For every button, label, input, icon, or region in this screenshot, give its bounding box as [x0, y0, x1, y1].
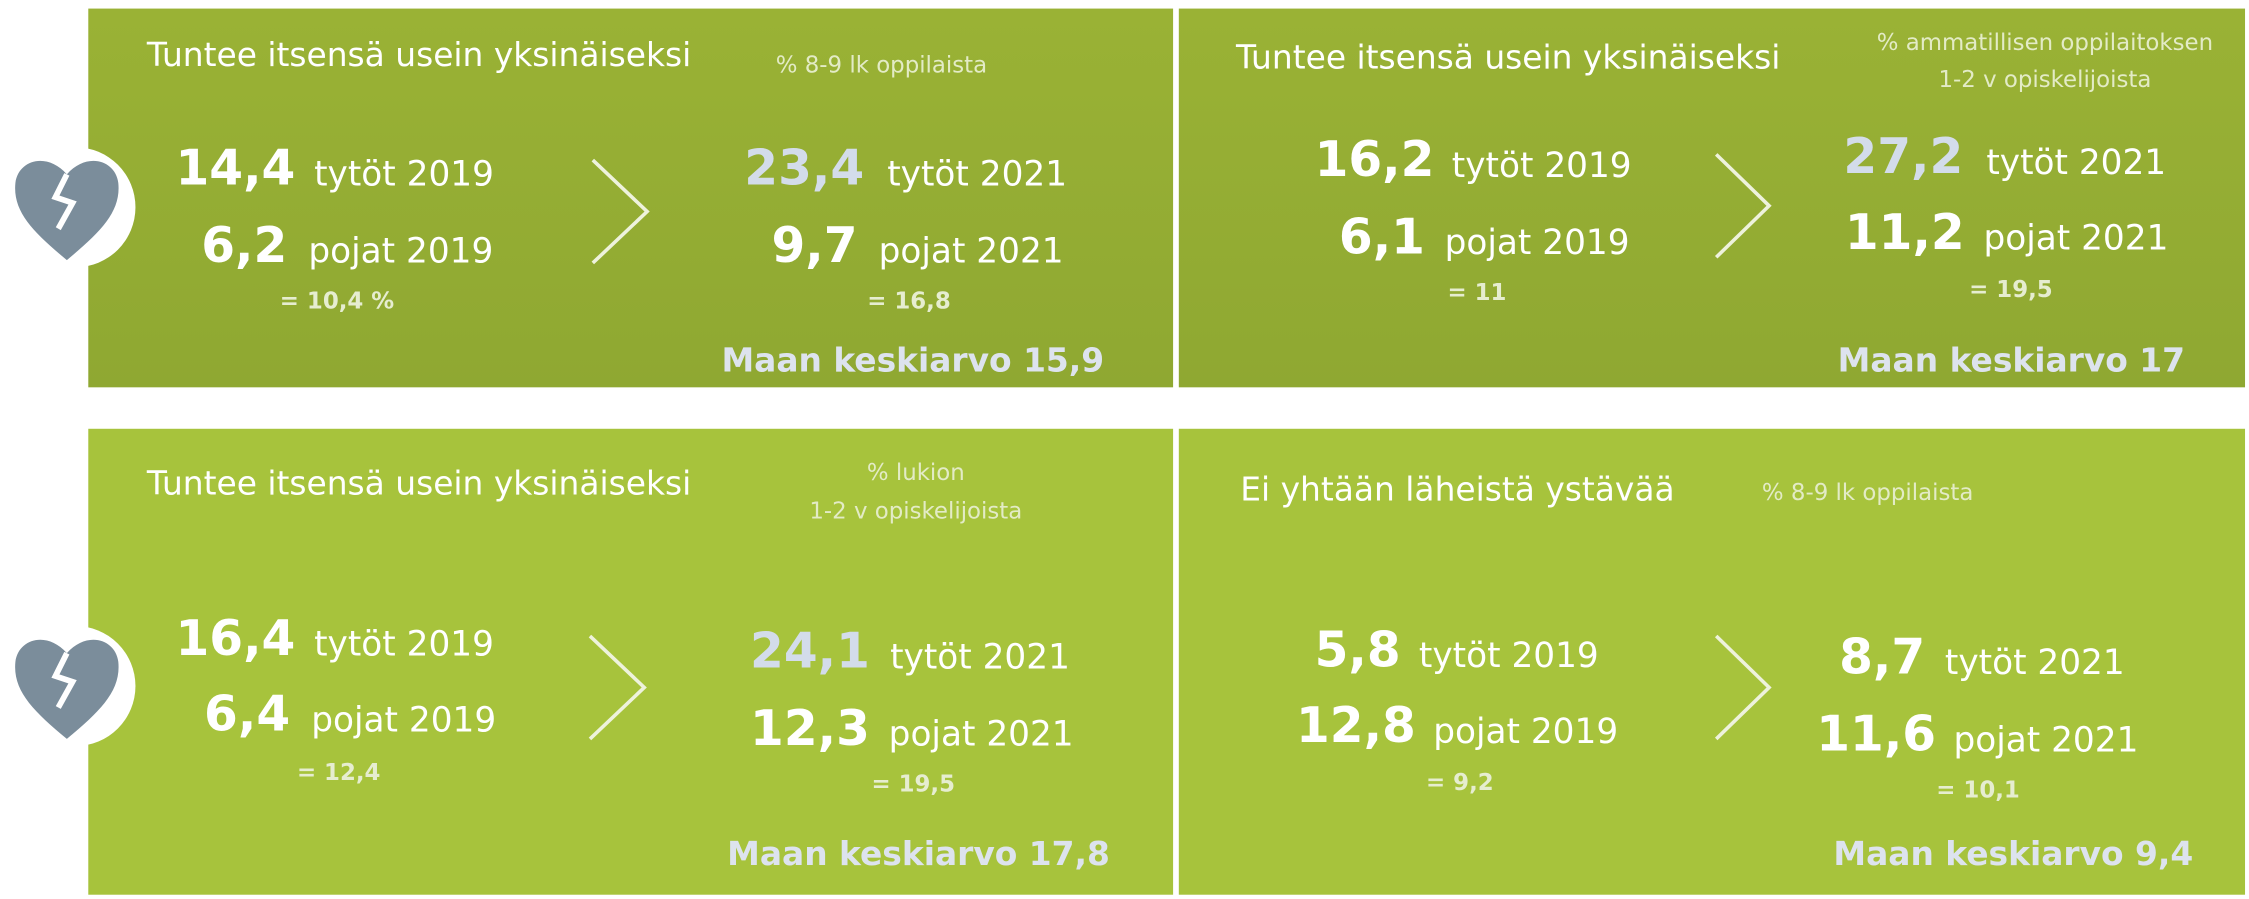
stat-label: tytöt 2021: [887, 154, 1067, 194]
stat-label: pojat 2021: [879, 232, 1064, 272]
panel-subtitle: 1-2 v opiskelijoista: [1938, 67, 2151, 93]
stat-label: tytöt 2021: [890, 637, 1070, 677]
panel-subtitle: % 8-9 lk oppilaista: [776, 53, 987, 79]
stat-label: pojat 2019: [308, 232, 493, 272]
stat-total: = 11: [1448, 280, 1507, 306]
panel: [88, 428, 1174, 895]
panel: [1178, 8, 2246, 388]
stat-total: = 9,2: [1426, 770, 1494, 796]
stat-value: 12,3: [750, 701, 870, 757]
stat-value: 6,1: [1339, 209, 1425, 265]
panel-title: Tuntee itsensä usein yksinäiseksi: [146, 35, 691, 74]
stat-value: 16,2: [1315, 132, 1435, 188]
panel-subtitle: % ammatillisen oppilaitoksen: [1877, 30, 2213, 56]
stat-value: 11,2: [1845, 205, 1965, 261]
panel-subtitle: % lukion: [867, 460, 965, 486]
stat-label: pojat 2019: [1445, 223, 1630, 263]
stat-total: = 19,5: [1969, 277, 2053, 303]
stat-value: 6,2: [201, 218, 287, 274]
stat-value: 27,2: [1843, 129, 1963, 185]
stat-value: 14,4: [175, 141, 295, 197]
stat-label: tytöt 2019: [314, 154, 494, 194]
stat-total: = 10,4 %: [280, 289, 394, 315]
stat-value: 8,7: [1839, 629, 1925, 685]
stat-value: 23,4: [744, 141, 864, 197]
stat-total: = 10,1: [1936, 777, 2020, 803]
stat-value: 16,4: [175, 611, 295, 667]
national-average: Maan keskiarvo 17: [1838, 341, 2185, 380]
stat-total: = 16,8: [867, 289, 951, 315]
chevrons: [588, 153, 1772, 741]
panel-title: Tuntee itsensä usein yksinäiseksi: [1235, 38, 1780, 77]
stat-label: tytöt 2021: [1945, 643, 2125, 683]
stat-label: tytöt 2019: [1452, 146, 1632, 186]
panel-subtitle: 1-2 v opiskelijoista: [809, 499, 1022, 525]
stat-label: pojat 2019: [311, 700, 496, 740]
stat-value: 5,8: [1315, 622, 1401, 678]
stat-label: pojat 2019: [1433, 712, 1618, 752]
stat-total: = 12,4: [297, 760, 381, 786]
heart-icon: [15, 147, 136, 268]
national-average: Maan keskiarvo 17,8: [727, 834, 1110, 873]
stat-label: tytöt 2021: [1986, 143, 2166, 183]
stat-total: = 19,5: [872, 772, 956, 798]
stat-label: pojat 2021: [1953, 720, 2138, 760]
stat-label: pojat 2021: [889, 715, 1074, 755]
panel-title: Tuntee itsensä usein yksinäiseksi: [146, 464, 691, 503]
panel: [1178, 428, 2246, 895]
national-average: Maan keskiarvo 15,9: [721, 341, 1104, 380]
stat-label: pojat 2021: [1983, 219, 2168, 259]
stat-value: 12,8: [1296, 698, 1416, 754]
panel-subtitle: % 8-9 lk oppilaista: [1762, 480, 1973, 506]
panel-title: Ei yhtään läheistä ystävää: [1240, 469, 1674, 508]
stat-label: tytöt 2019: [1419, 636, 1599, 676]
stat-value: 6,4: [204, 687, 290, 743]
stat-label: tytöt 2019: [314, 625, 494, 665]
stat-value: 24,1: [750, 624, 870, 680]
stat-value: 11,6: [1816, 707, 1936, 763]
national-average: Maan keskiarvo 9,4: [1833, 834, 2193, 873]
stat-value: 9,7: [771, 218, 857, 274]
heart-icon: [15, 626, 136, 747]
